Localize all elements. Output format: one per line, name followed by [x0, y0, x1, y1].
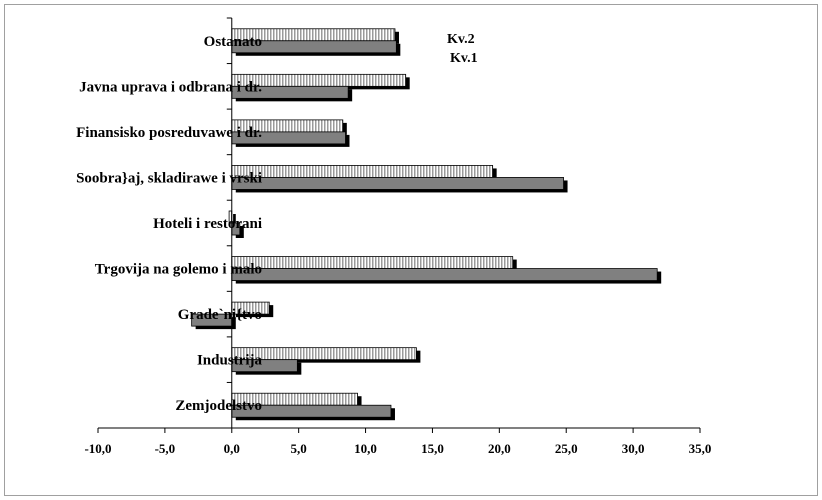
tick-label: 20,0: [488, 441, 511, 456]
category-label: Soobra}aj, skladirawe i vrski: [76, 170, 262, 186]
bar-kv1-5: [231, 268, 658, 281]
bar-kv1-3: [231, 177, 564, 190]
tick-label: 0,0: [224, 441, 240, 456]
category-label: Hoteli i restorani: [153, 216, 262, 232]
tick-label: 10,0: [354, 441, 377, 456]
legend-entry-kv1: Kv.1: [450, 51, 478, 66]
tick-label: 30,0: [622, 441, 645, 456]
bar-kv2-5: [231, 256, 514, 269]
chart-frame: [4, 4, 818, 496]
category-label: Grade`ni{tvo: [178, 307, 262, 323]
tick-label: 25,0: [555, 441, 578, 456]
bars: [191, 28, 658, 418]
tick-label: 15,0: [421, 441, 444, 456]
tick-label: 35,0: [689, 441, 712, 456]
tick-label: -5,0: [155, 441, 176, 456]
labels: Ostanato Javna uprava i odbrana i dr. Fina…: [76, 32, 711, 456]
bar-shadow: [233, 214, 236, 226]
category-label: Trgovija na golemo i malo: [95, 262, 262, 278]
legend-entry-kv2: Kv.2: [447, 32, 475, 47]
category-label: Ostanato: [204, 34, 262, 50]
category-label: Javna uprava i odbrana i dr.: [79, 79, 262, 95]
tick-label: -10,0: [84, 441, 111, 456]
category-label: Industrija: [197, 353, 263, 369]
category-label: Zemjodelstvo: [175, 398, 262, 414]
axes: [97, 17, 701, 433]
bar-kv2-3: [231, 165, 494, 178]
tick-label: 5,0: [291, 441, 307, 456]
category-label: Finansisko posreduvawe i dr.: [76, 125, 262, 141]
